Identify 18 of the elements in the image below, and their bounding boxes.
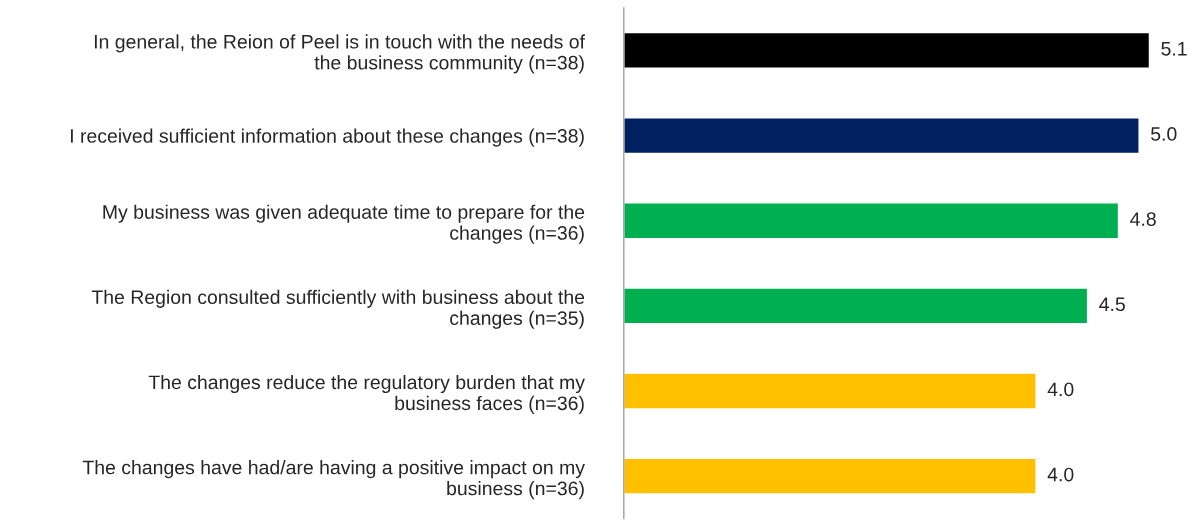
data-label: 4.8 bbox=[1130, 212, 1156, 226]
data-label: 4.5 bbox=[1099, 297, 1125, 312]
bar bbox=[623, 117, 1140, 155]
bar bbox=[623, 372, 1037, 410]
y-tick-label: The changes reduce the regulatory burden that my business faces (n=36) bbox=[148, 374, 585, 414]
y-tick-label: In general, the Reion of Peel is in touch with the needs of the business community (n=38) bbox=[94, 34, 586, 74]
data-label: 5.0 bbox=[1151, 127, 1177, 141]
y-tick-label: The Region consulted sufficiently with business about the changes (n=35) bbox=[91, 289, 585, 329]
data-label: 4.0 bbox=[1047, 382, 1074, 397]
data-label: 4.0 bbox=[1047, 467, 1074, 482]
data-label: 5.1 bbox=[1161, 42, 1187, 56]
y-tick-label: My business was given adequate time to prepare for the changes (n=36) bbox=[103, 204, 585, 244]
bar bbox=[623, 457, 1037, 495]
y-tick-label: The changes have had/are having a positive impact on my business (n=36) bbox=[82, 460, 585, 500]
y-tick-label: I received sufficient information about these changes (n=38) bbox=[71, 128, 584, 147]
bar bbox=[623, 202, 1120, 240]
bar bbox=[623, 31, 1151, 70]
bar bbox=[623, 287, 1089, 325]
